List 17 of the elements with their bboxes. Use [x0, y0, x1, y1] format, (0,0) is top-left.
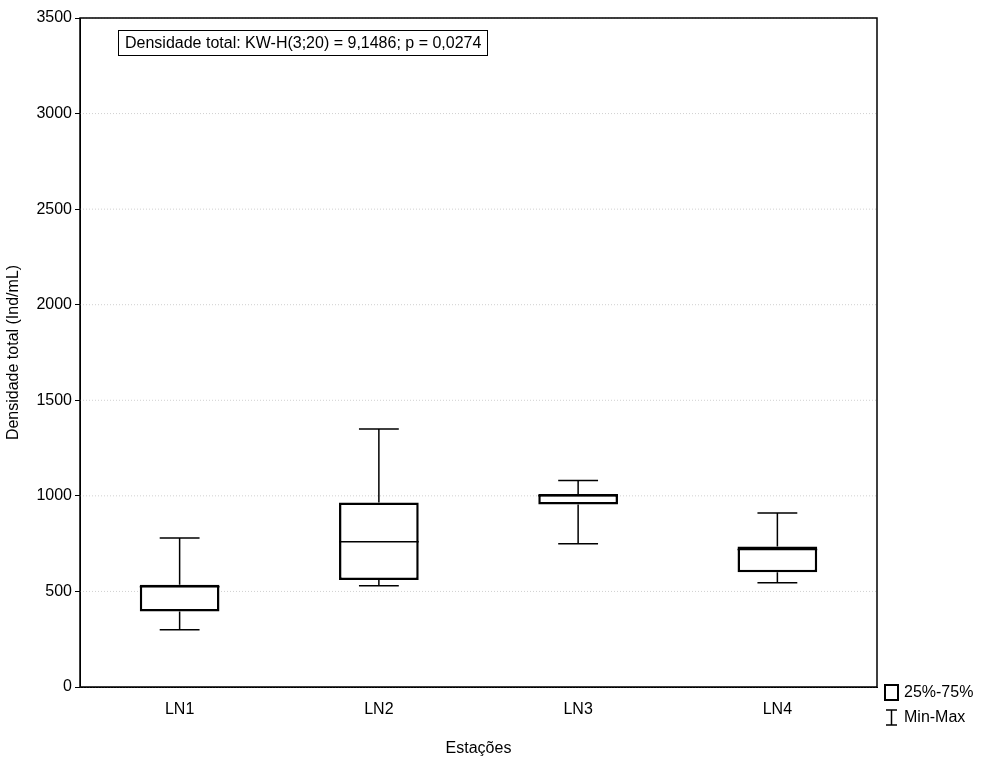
- y-tick-label: 3000: [36, 103, 73, 121]
- x-tick-label: LN4: [762, 700, 793, 718]
- x-axis-title: Estações: [445, 738, 512, 756]
- x-tick-label: LN1: [164, 700, 195, 718]
- annotation: Densidade total: KW-H(3;20) = 9,1486; p = 0,0274: [118, 30, 489, 56]
- y-tick-label: 2500: [36, 199, 73, 217]
- y-tick-label: 1000: [36, 486, 73, 504]
- x-tick-label: LN3: [563, 700, 593, 718]
- y-tick-label: 1500: [36, 390, 73, 408]
- y-tick-label: 2000: [36, 295, 73, 313]
- y-axis-title: Densidade total (Ind/mL): [4, 264, 22, 441]
- y-tick-label: 3500: [36, 8, 73, 26]
- text: 25%-75%: [904, 683, 974, 701]
- y-tick-label: 500: [45, 581, 73, 599]
- y-tick-label: 0: [63, 677, 73, 695]
- x-tick-label: LN2: [364, 700, 394, 718]
- text: Min-Max: [904, 708, 966, 726]
